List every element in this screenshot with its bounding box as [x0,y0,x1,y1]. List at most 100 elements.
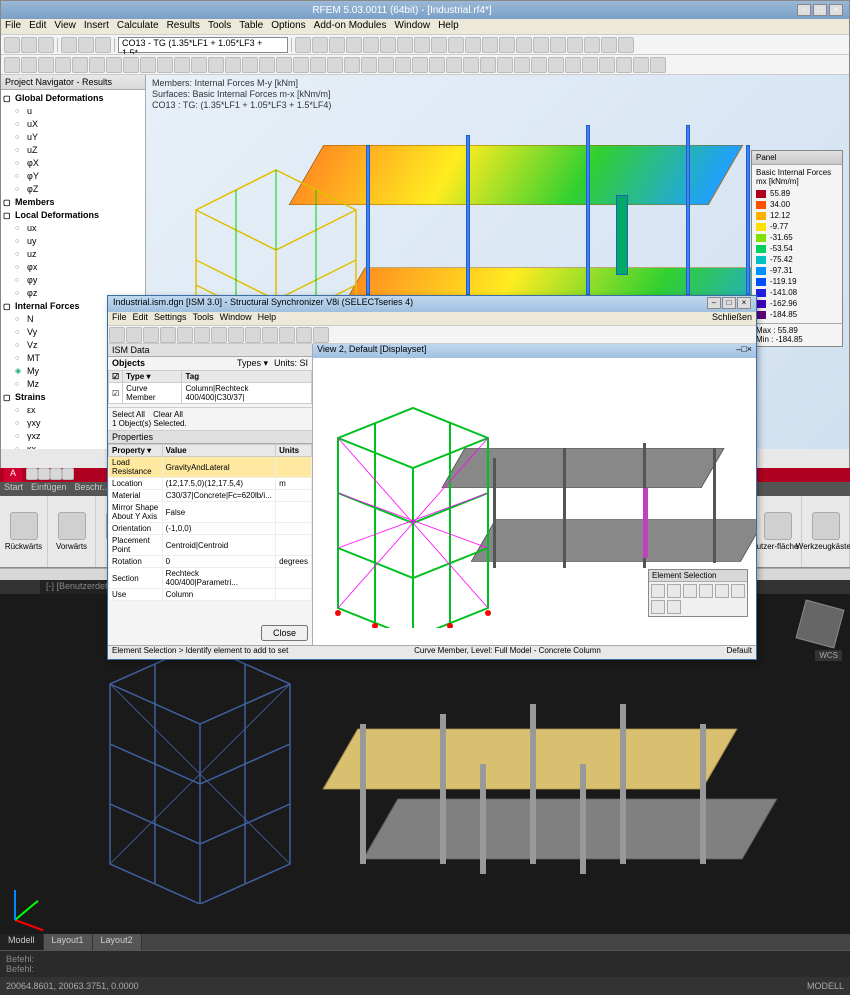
tb-icon[interactable] [480,57,496,73]
tb-icon[interactable] [346,37,362,53]
nav-item[interactable]: uX [3,118,143,131]
ribbon-tab-insert[interactable]: Einfügen [31,482,67,496]
layout-tab-model[interactable]: Modell [0,934,44,950]
table-row[interactable]: Load ResistanceGravityAndLateral [109,457,312,478]
menu-window[interactable]: Window [395,20,431,33]
elem-btn[interactable] [683,584,697,598]
menu-view[interactable]: View [54,20,76,33]
tb-icon[interactable] [106,57,122,73]
nav-item[interactable]: uY [3,131,143,144]
tb-icon[interactable] [446,57,462,73]
tb-icon[interactable] [584,37,600,53]
types-dropdown[interactable]: Types ▾ [237,358,268,369]
elem-btn[interactable] [731,584,745,598]
table-row[interactable]: SectionRechteck 400/400|Parametri... [109,568,312,589]
menu-tools[interactable]: Tools [193,312,214,325]
tb-icon[interactable] [650,57,666,73]
menu-settings[interactable]: Settings [154,312,187,325]
nav-item[interactable]: φZ [3,183,143,196]
tb-icon[interactable] [296,327,312,343]
qat-icon[interactable] [50,468,62,480]
menu-table[interactable]: Table [239,20,263,33]
elem-btn[interactable] [699,584,713,598]
maximize-button[interactable]: □ [813,4,827,16]
tb-icon[interactable] [582,57,598,73]
table-row[interactable]: Rotation0degrees [109,556,312,568]
prop-col-name[interactable]: Property ▾ [109,445,163,457]
menu-file[interactable]: File [112,312,127,325]
tb-icon[interactable] [140,57,156,73]
tb-icon[interactable] [208,57,224,73]
ribbon-back-button[interactable]: Rückwärts [0,496,48,567]
qat-icon[interactable] [38,468,50,480]
nav-item[interactable]: ux [3,222,143,235]
menu-edit[interactable]: Edit [133,312,149,325]
tb-new-icon[interactable] [4,37,20,53]
nav-item[interactable]: φY [3,170,143,183]
tb-icon[interactable] [89,57,105,73]
menu-help[interactable]: Help [438,20,459,33]
tb-icon[interactable] [499,37,515,53]
wcs-label[interactable]: WCS [815,650,842,661]
tb-icon[interactable] [174,57,190,73]
nav-group[interactable]: Local Deformations [3,209,143,222]
obj-col-check[interactable]: ☑ [109,371,123,383]
tb-icon[interactable] [361,57,377,73]
tb-icon[interactable] [465,37,481,53]
tb-icon[interactable] [126,327,142,343]
nav-item[interactable]: φx [3,261,143,274]
tb-icon[interactable] [191,57,207,73]
tb-icon[interactable] [378,57,394,73]
space-label[interactable]: MODELL [807,981,844,991]
ribbon-toolboxes-button[interactable]: Werkzeugkästen [802,496,850,567]
menu-help[interactable]: Help [258,312,277,325]
nav-item[interactable]: uz [3,248,143,261]
tb-icon[interactable] [533,37,549,53]
close-label[interactable]: Schließen [712,312,752,325]
tb-icon[interactable] [55,57,71,73]
tb-icon[interactable] [177,327,193,343]
layout-tab-1[interactable]: Layout1 [44,934,93,950]
tb-icon[interactable] [616,57,632,73]
tb-icon[interactable] [516,37,532,53]
ribbon-tab-start[interactable]: Start [4,482,23,496]
tb-icon[interactable] [109,327,125,343]
tb-icon[interactable] [431,37,447,53]
menu-results[interactable]: Results [167,20,200,33]
select-all-link[interactable]: Select All [112,410,145,419]
nav-item[interactable]: uZ [3,144,143,157]
elem-btn[interactable] [651,584,665,598]
tb-save-icon[interactable] [38,37,54,53]
tb-icon[interactable] [565,57,581,73]
tb-icon[interactable] [228,327,244,343]
elem-btn[interactable] [667,584,681,598]
table-row[interactable]: UseColumn [109,589,312,601]
elem-btn[interactable] [715,584,729,598]
ism-viewport[interactable]: Element Selection [313,358,756,645]
qat-icon[interactable] [26,468,38,480]
table-row[interactable]: Location(12,17.5,0)(12,17.5,4)m [109,478,312,490]
tb-icon[interactable] [276,57,292,73]
tb-icon[interactable] [329,37,345,53]
menu-options[interactable]: Options [271,20,305,33]
table-row[interactable]: ☑Curve MemberColumn|Rechteck 400/400|C30… [109,383,312,404]
tb-icon[interactable] [143,327,159,343]
tb-icon[interactable] [262,327,278,343]
tb-icon[interactable] [397,37,413,53]
tb-undo-icon[interactable] [78,37,94,53]
tb-icon[interactable] [72,57,88,73]
maximize-button[interactable]: □ [722,297,736,309]
view-cube[interactable] [796,600,845,649]
tb-icon[interactable] [599,57,615,73]
tb-icon[interactable] [463,57,479,73]
tb-icon[interactable] [550,37,566,53]
menu-calculate[interactable]: Calculate [117,20,159,33]
load-combo[interactable]: CO13 - TG (1.35*LF1 + 1.05*LF3 + 1.5*... [118,37,288,53]
view-close[interactable]: × [747,344,752,358]
elem-btn[interactable] [651,600,665,614]
menu-edit[interactable]: Edit [29,20,46,33]
tb-print-icon[interactable] [61,37,77,53]
menu-file[interactable]: File [5,20,21,33]
layout-tab-2[interactable]: Layout2 [93,934,142,950]
tb-icon[interactable] [567,37,583,53]
